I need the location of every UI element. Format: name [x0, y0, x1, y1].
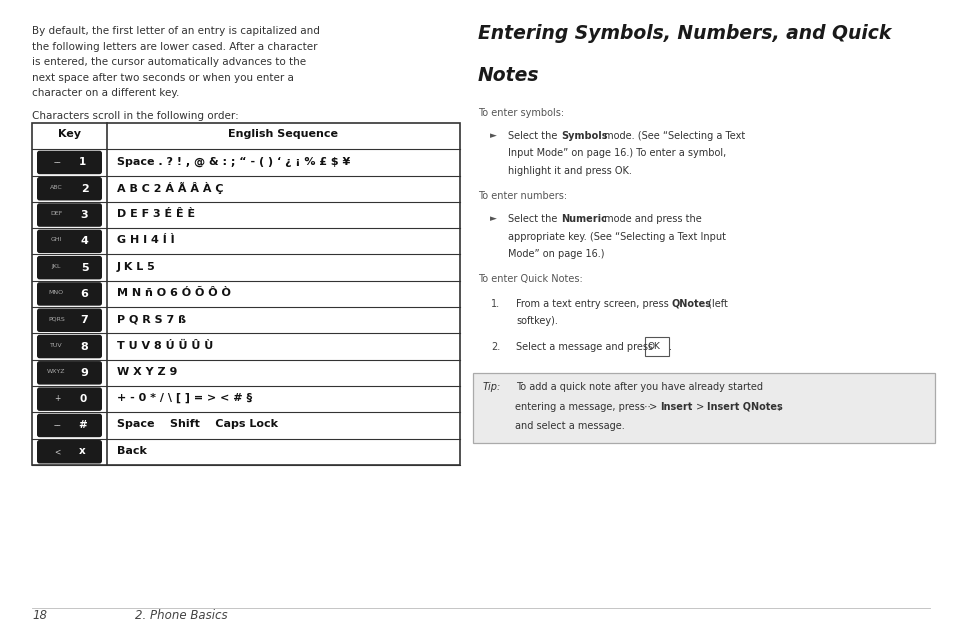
FancyBboxPatch shape [644, 337, 668, 357]
Text: >: > [692, 402, 706, 412]
Text: QNotes: QNotes [671, 299, 710, 309]
FancyBboxPatch shape [37, 282, 102, 306]
Text: Select a message and press: Select a message and press [516, 343, 656, 352]
Text: ►: ► [490, 131, 497, 140]
Text: Tip:: Tip: [482, 382, 500, 392]
Text: + - 0 * / \ [ ] = > < # §: + - 0 * / \ [ ] = > < # § [117, 393, 252, 403]
Text: 2. Phone Basics: 2. Phone Basics [135, 609, 228, 622]
Text: softkey).: softkey). [516, 317, 558, 326]
Text: 3: 3 [81, 210, 89, 220]
Text: 2.: 2. [491, 343, 499, 352]
Text: 0: 0 [79, 394, 86, 404]
Text: J K L 5: J K L 5 [117, 261, 155, 272]
Text: #: # [78, 420, 87, 430]
FancyBboxPatch shape [37, 204, 102, 227]
Text: ––: –– [53, 420, 61, 430]
Text: MNO: MNO [49, 290, 64, 295]
Text: and select a message.: and select a message. [515, 422, 624, 431]
Text: G H I 4 Í Ì: G H I 4 Í Ì [117, 235, 174, 245]
Text: Numeric: Numeric [560, 214, 607, 224]
Text: Select the: Select the [507, 131, 560, 141]
Text: mode. (See “Selecting a Text: mode. (See “Selecting a Text [600, 131, 744, 141]
Bar [32, 123, 459, 465]
Text: Insert: Insert [659, 402, 692, 412]
Text: Select the: Select the [507, 214, 560, 224]
Text: Input Mode” on page 16.) To enter a symbol,: Input Mode” on page 16.) To enter a symb… [507, 148, 725, 158]
Text: Symbols: Symbols [560, 131, 607, 141]
Text: DEF: DEF [51, 211, 63, 216]
Text: the following letters are lower cased. After a character: the following letters are lower cased. A… [32, 41, 317, 52]
Text: M N ñ O 6 Ó Õ Ô Ò: M N ñ O 6 Ó Õ Ô Ò [117, 288, 231, 298]
Text: Space . ? ! , @ & : ; “ - ( ) ‘ ¿ ¡ % £ $ ¥: Space . ? ! , @ & : ; “ - ( ) ‘ ¿ ¡ % £ … [117, 156, 350, 167]
Text: To enter symbols:: To enter symbols: [477, 108, 563, 118]
Text: ⋯: ⋯ [640, 402, 650, 412]
Text: 6: 6 [80, 289, 89, 299]
Text: A B C 2 Á Ã Â À Ç: A B C 2 Á Ã Â À Ç [117, 182, 223, 194]
Text: W X Y Z 9: W X Y Z 9 [117, 367, 177, 377]
Text: 4: 4 [80, 237, 89, 246]
FancyBboxPatch shape [37, 308, 102, 332]
Text: D E F 3 É Ê È: D E F 3 É Ê È [117, 209, 195, 219]
Text: ►: ► [490, 214, 497, 223]
Text: To add a quick note after you have already started: To add a quick note after you have alrea… [516, 382, 762, 392]
Text: From a text entry screen, press: From a text entry screen, press [516, 299, 671, 309]
Text: TUV: TUV [50, 343, 63, 347]
Text: 9: 9 [80, 368, 89, 378]
Text: Space    Shift    Caps Lock: Space Shift Caps Lock [117, 420, 277, 429]
Text: next space after two seconds or when you enter a: next space after two seconds or when you… [32, 73, 294, 83]
Bar [473, 373, 934, 443]
Text: ––: –– [53, 158, 61, 167]
FancyBboxPatch shape [37, 387, 102, 411]
Text: entering a message, press: entering a message, press [515, 402, 647, 412]
Text: English Sequence: English Sequence [229, 129, 338, 139]
Text: x: x [79, 446, 86, 457]
Text: To enter numbers:: To enter numbers: [477, 191, 566, 201]
FancyBboxPatch shape [37, 440, 102, 464]
Text: WXYZ: WXYZ [47, 369, 66, 374]
Text: >: > [645, 402, 659, 412]
Text: mode and press the: mode and press the [600, 214, 700, 224]
Text: (left: (left [704, 299, 727, 309]
Text: 18: 18 [32, 609, 47, 622]
Text: ,: , [777, 402, 780, 412]
Text: character on a different key.: character on a different key. [32, 88, 179, 99]
Text: OK: OK [647, 343, 659, 352]
FancyBboxPatch shape [37, 177, 102, 200]
FancyBboxPatch shape [37, 230, 102, 253]
Text: PQRS: PQRS [48, 316, 65, 321]
Text: Key: Key [58, 129, 81, 139]
Text: T U V 8 Ú Ü Û Ù: T U V 8 Ú Ü Û Ù [117, 340, 213, 350]
Text: Characters scroll in the following order:: Characters scroll in the following order… [32, 111, 238, 121]
Text: JKL: JKL [51, 264, 61, 268]
Text: +: + [54, 394, 61, 403]
Text: Mode” on page 16.): Mode” on page 16.) [507, 249, 604, 259]
Text: 1.: 1. [491, 299, 499, 309]
FancyBboxPatch shape [37, 413, 102, 437]
Text: <: < [54, 447, 61, 456]
Text: is entered, the cursor automatically advances to the: is entered, the cursor automatically adv… [32, 57, 306, 67]
Text: 5: 5 [81, 263, 89, 273]
FancyBboxPatch shape [37, 361, 102, 385]
Text: Back: Back [117, 446, 147, 456]
Text: Insert QNotes: Insert QNotes [707, 402, 782, 412]
Text: Entering Symbols, Numbers, and Quick: Entering Symbols, Numbers, and Quick [477, 24, 890, 43]
Text: 8: 8 [81, 342, 89, 352]
Text: By default, the first letter of an entry is capitalized and: By default, the first letter of an entry… [32, 26, 319, 36]
Text: Notes: Notes [477, 66, 539, 85]
Text: appropriate key. (See “Selecting a Text Input: appropriate key. (See “Selecting a Text … [507, 232, 725, 242]
Text: highlight it and press OK.: highlight it and press OK. [507, 166, 631, 176]
Text: 1: 1 [79, 157, 86, 167]
FancyBboxPatch shape [37, 256, 102, 279]
Text: .: . [668, 343, 671, 352]
Text: 7: 7 [81, 315, 89, 325]
FancyBboxPatch shape [37, 335, 102, 358]
Text: ABC: ABC [50, 184, 63, 190]
Text: To enter Quick Notes:: To enter Quick Notes: [477, 274, 582, 284]
FancyBboxPatch shape [37, 151, 102, 174]
Text: P Q R S 7 ß: P Q R S 7 ß [117, 314, 186, 324]
Text: GHI: GHI [51, 237, 62, 242]
Text: 2: 2 [81, 184, 89, 194]
